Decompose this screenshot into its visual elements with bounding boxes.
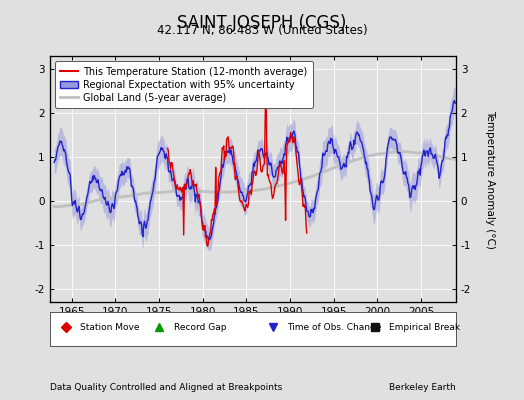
Text: Record Gap: Record Gap [173, 323, 226, 332]
Text: Data Quality Controlled and Aligned at Breakpoints: Data Quality Controlled and Aligned at B… [50, 383, 282, 392]
Text: 42.117 N, 86.483 W (United States): 42.117 N, 86.483 W (United States) [157, 24, 367, 37]
Text: Berkeley Earth: Berkeley Earth [389, 383, 456, 392]
Y-axis label: Temperature Anomaly (°C): Temperature Anomaly (°C) [485, 110, 495, 248]
Text: Time of Obs. Change: Time of Obs. Change [287, 323, 381, 332]
Text: Empirical Break: Empirical Break [389, 323, 460, 332]
Legend: This Temperature Station (12-month average), Regional Expectation with 95% uncer: This Temperature Station (12-month avera… [54, 61, 313, 108]
Text: SAINT JOSEPH (CGS): SAINT JOSEPH (CGS) [177, 14, 347, 32]
Text: Station Move: Station Move [80, 323, 140, 332]
